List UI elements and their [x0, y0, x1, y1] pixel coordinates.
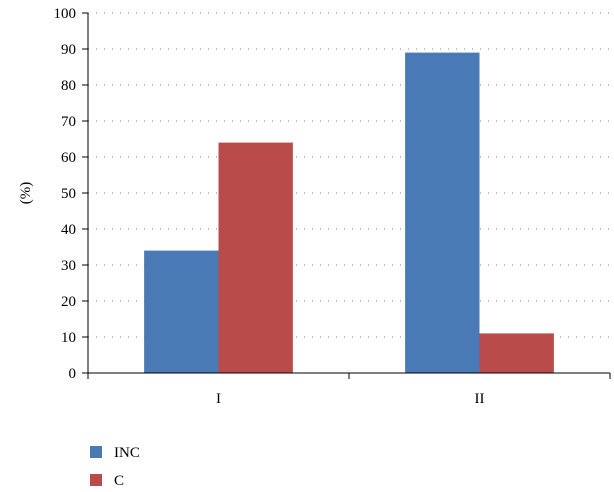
y-tick-label: 30: [61, 258, 76, 274]
legend-label-c: C: [114, 473, 124, 489]
y-tick-label: 50: [61, 186, 76, 202]
legend-label-inc: INC: [114, 445, 140, 461]
y-axis-title: (%): [18, 182, 34, 205]
bars: [144, 52, 554, 373]
y-tick-label: 40: [61, 222, 76, 238]
y-tick-label: 20: [61, 294, 76, 310]
y-tick-label: 10: [61, 330, 76, 346]
y-tick-label: 100: [54, 6, 77, 22]
y-tick-labels: 0 10 20 30 40 50 60 70 80 90 100: [54, 6, 88, 382]
bar-c-ii: [479, 333, 554, 373]
x-tick-labels: I II: [87, 373, 611, 407]
legend: INC C: [90, 445, 140, 489]
y-tick-label: 70: [61, 114, 76, 130]
bar-inc-i: [144, 250, 219, 373]
legend-swatch-c: [90, 474, 102, 486]
y-tick-label: 90: [61, 42, 76, 58]
y-tick-label: 60: [61, 150, 76, 166]
legend-swatch-inc: [90, 446, 102, 458]
y-tick-label: 0: [69, 366, 77, 382]
y-tick-label: 80: [61, 78, 76, 94]
x-tick-label: II: [475, 391, 485, 407]
bar-c-i: [218, 142, 293, 373]
bar-inc-ii: [405, 52, 480, 373]
x-tick-label: I: [216, 391, 221, 407]
